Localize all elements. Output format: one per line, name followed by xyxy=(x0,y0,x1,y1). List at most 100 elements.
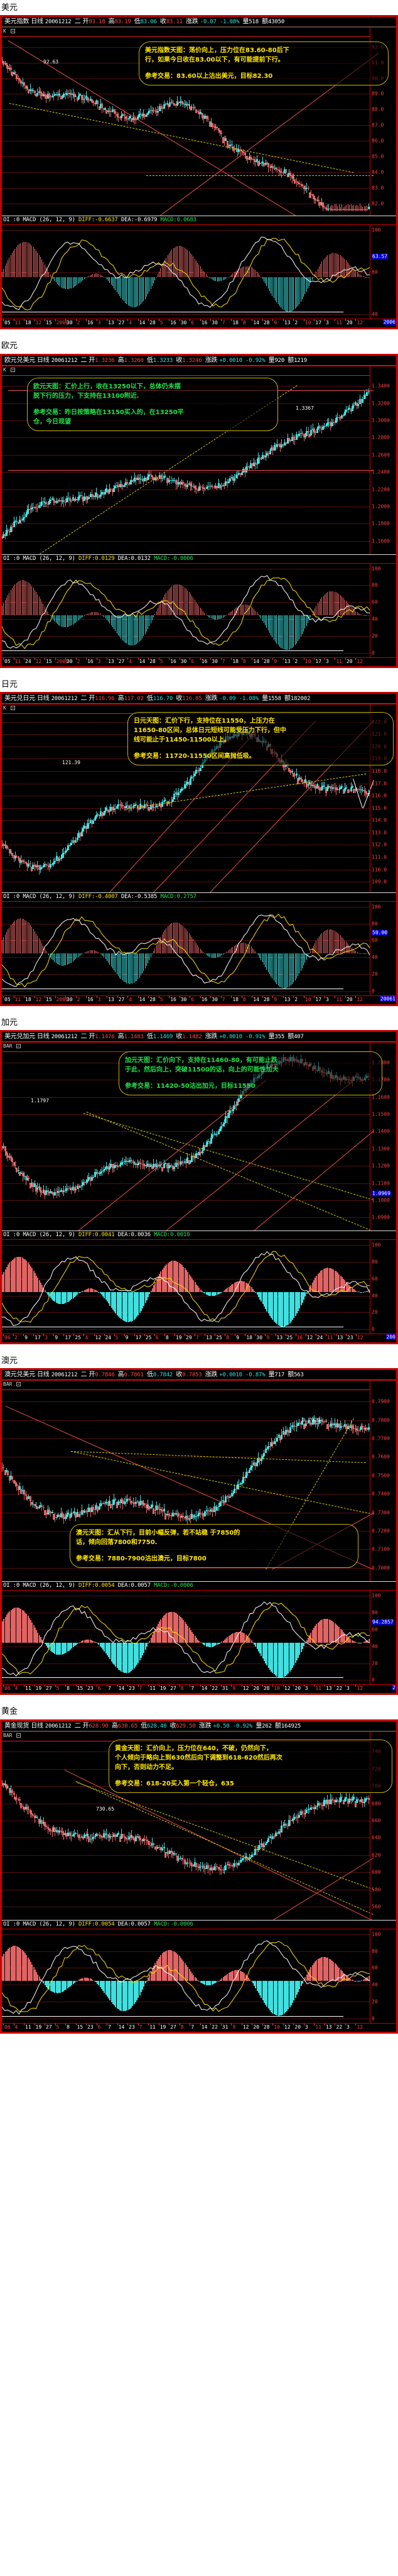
histogram-bar xyxy=(347,602,348,616)
period-label: 日线 xyxy=(31,18,45,26)
histogram-bar xyxy=(30,584,31,616)
candlestick xyxy=(73,840,75,845)
histogram-bar xyxy=(5,600,6,616)
candlestick xyxy=(58,1826,60,1835)
trade-idea-line: 参考交易：83.60以上沽出美元，目标82.30 xyxy=(145,73,273,80)
histogram-bar xyxy=(74,953,75,961)
indicator-axis-label: 0 xyxy=(372,650,375,656)
indicator-params: (26, 12, 9) xyxy=(39,217,79,224)
candlestick xyxy=(272,446,274,456)
candlestick xyxy=(51,496,53,501)
candlestick xyxy=(28,89,30,94)
candlestick xyxy=(281,168,282,178)
chart-window-eur[interactable]: 欧元兑美元 日线 20061212 二 开1.3236 高1.3260 低1.3… xyxy=(0,353,398,668)
chart-window-usd[interactable]: 美元指数 日线 20061212 二 开83.18 高83.19 低83.06 … xyxy=(0,15,398,330)
chart-window-cad[interactable]: 美元兑加元 日线 20061212 二 开1.1476 高1.1483 低1.1… xyxy=(0,1030,398,1345)
date-tick-label: 4 xyxy=(14,1685,18,1692)
candlestick xyxy=(3,60,4,67)
candlestick xyxy=(323,423,325,429)
histogram-bar xyxy=(234,272,235,277)
price-axis-label: 680 xyxy=(372,1800,381,1807)
indicator-axis: 100 80 60 40 20 0 94.2857 xyxy=(370,1591,396,1685)
high-value: 117.02 xyxy=(124,695,148,702)
chart-window-aud[interactable]: 澳元兑美元 日线 20061212 二 开0.7846 高0.7861 低0.7… xyxy=(0,1368,398,1696)
price-pane[interactable]: 730.65740720700680660640620600580560BAR … xyxy=(2,1731,396,1920)
candlestick xyxy=(164,1513,166,1520)
indicator-pane[interactable]: 100 80 60 40 20 0 94.2857 xyxy=(2,1590,396,1685)
pane-type-tag[interactable]: K xyxy=(3,367,15,373)
histogram-bar xyxy=(259,615,260,617)
candlestick xyxy=(58,498,60,502)
histogram-bar xyxy=(160,268,161,277)
histogram-bar xyxy=(68,615,69,627)
histogram-bar xyxy=(295,277,296,309)
indicator-pane[interactable]: 100 80 60 40 20 0 xyxy=(2,1928,396,2023)
price-axis-label: 1.1000 xyxy=(372,1197,390,1203)
date-tick-mark xyxy=(127,657,129,660)
date-tick-label: 9 xyxy=(274,996,277,1002)
date-tick-mark xyxy=(127,995,129,998)
date-tick-label: 3 xyxy=(304,2024,308,2030)
price-pane[interactable]: 92.6382.2592.091.090.089.088.087.086.085… xyxy=(2,27,396,216)
date-tick-label: 25 xyxy=(75,1335,82,1341)
candlestick xyxy=(200,485,202,490)
chart-window-jpy[interactable]: 美元兑日元 日线 20061212 二 开116.96 高117.02 低116… xyxy=(0,691,398,1006)
open-label: 开 xyxy=(89,1371,95,1379)
histogram-bar xyxy=(24,580,25,616)
price-axis-label: 83.0 xyxy=(372,185,384,191)
date-cursor-readout: 200 xyxy=(385,1334,396,1340)
candlestick xyxy=(153,1158,154,1169)
candlestick xyxy=(139,1835,141,1845)
amount-label: 额 xyxy=(275,1722,281,1729)
candlestick xyxy=(6,845,8,850)
chart-window-gold[interactable]: 黄金现货 日线 20061212 二 开628.90 高630.65 低628.… xyxy=(0,1719,398,2034)
candlestick xyxy=(360,398,362,407)
candlestick xyxy=(259,160,261,166)
oi-value: :0 xyxy=(13,893,23,900)
date-tick-label: 12 xyxy=(95,1335,102,1341)
date-tick-label: 14 xyxy=(118,1685,125,1692)
date-tick-label: 8 xyxy=(180,1685,184,1692)
pane-type-tag[interactable]: BAR xyxy=(3,1733,21,1738)
candlestick xyxy=(267,1835,269,1842)
candlestick xyxy=(193,1514,195,1521)
pane-type-tag[interactable]: BAR xyxy=(3,1043,21,1049)
indicator-axis-label: 20 xyxy=(372,1309,378,1315)
candlestick xyxy=(308,780,309,788)
macd-value: -0.0006 xyxy=(170,1582,193,1589)
pane-type-tag[interactable]: BAR xyxy=(3,1381,21,1387)
histogram-bar xyxy=(109,953,110,965)
candlestick-series xyxy=(2,376,370,553)
price-pane[interactable]: 121.39108.96122.0121.0120.0119.0118.0117… xyxy=(2,703,396,892)
candlestick xyxy=(169,97,171,108)
candlestick xyxy=(137,474,139,481)
close-value: 1.3246 xyxy=(182,357,205,364)
candlestick xyxy=(107,809,109,813)
date-tick-label: 22 xyxy=(212,1685,218,1692)
diff-label: DIFF: xyxy=(78,1921,95,1927)
pane-type-tag[interactable]: K xyxy=(3,705,15,711)
histogram-bar xyxy=(24,241,25,277)
price-pane[interactable]: 1.17971.09261.18001.17001.16001.15001.14… xyxy=(2,1042,396,1231)
indicator-name: MACD xyxy=(23,555,40,562)
candlestick xyxy=(132,803,134,809)
indicator-pane[interactable]: 100 80 60 40 20 0 50.00 xyxy=(2,901,396,995)
date-tick-label: 11 xyxy=(315,1685,322,1692)
indicator-pane[interactable]: 100 80 60 40 20 0 xyxy=(2,562,396,657)
indicator-axis-label: 40 xyxy=(372,1981,378,1988)
pane-type-tag[interactable]: K xyxy=(3,28,15,34)
candlestick xyxy=(70,1831,72,1842)
indicator-pane[interactable]: 100 80 60 40 20 0 xyxy=(2,1239,396,1334)
price-pane[interactable]: 0.7929 0.7900 0.7800 0.7700 0.7600 0.7500 0.74… xyxy=(2,1380,396,1582)
indicator-pane[interactable]: 100 80 40 63.57 xyxy=(2,224,396,319)
histogram-bar xyxy=(214,615,215,620)
histogram-bar xyxy=(214,277,215,281)
histogram-bar xyxy=(306,277,307,292)
price-pane[interactable]: 1.33671.16391.34001.32001.30001.28001.26… xyxy=(2,365,396,554)
oi-label: OI xyxy=(3,1582,13,1589)
date-tick-mark xyxy=(272,1685,274,1687)
instrument-name: 美元兑加元 xyxy=(4,1033,37,1041)
histogram-bar xyxy=(187,590,188,616)
change-value: +0.0010 xyxy=(219,357,246,364)
date-tick-mark xyxy=(355,1685,357,1687)
